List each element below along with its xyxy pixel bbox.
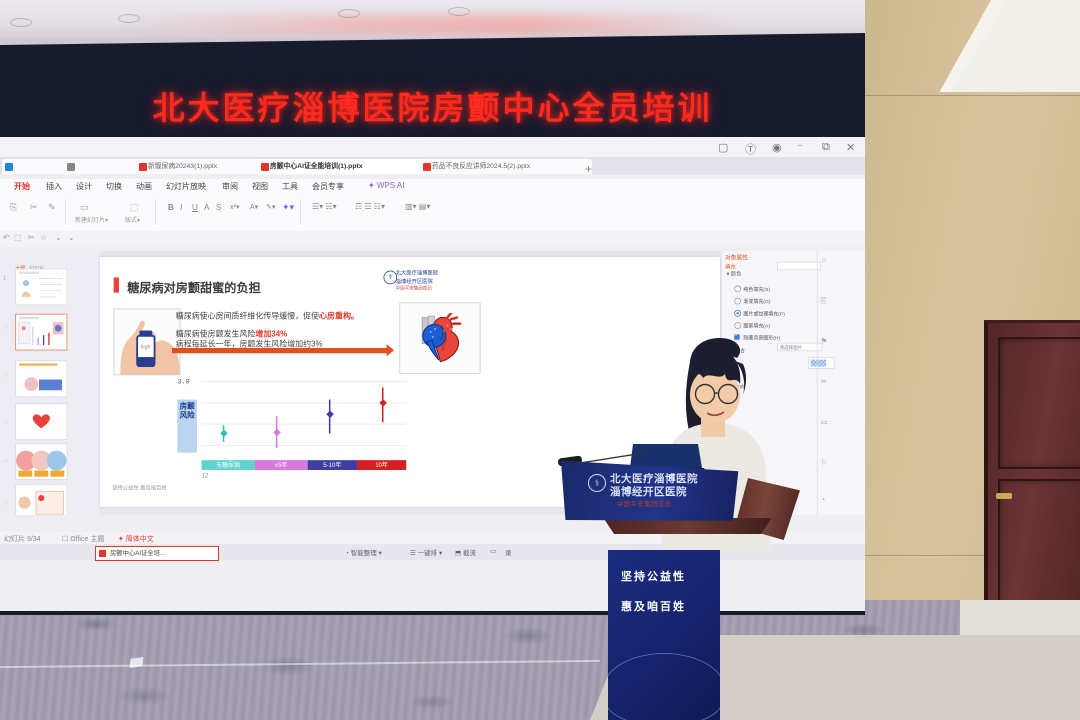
svg-text:c: c — [446, 324, 448, 328]
svg-text:c: c — [450, 327, 452, 331]
svg-text:c: c — [430, 330, 432, 334]
svg-text:c: c — [443, 328, 445, 332]
svg-text:c: c — [432, 335, 434, 339]
svg-text:high: high — [140, 345, 150, 351]
svg-text:c: c — [434, 327, 436, 331]
